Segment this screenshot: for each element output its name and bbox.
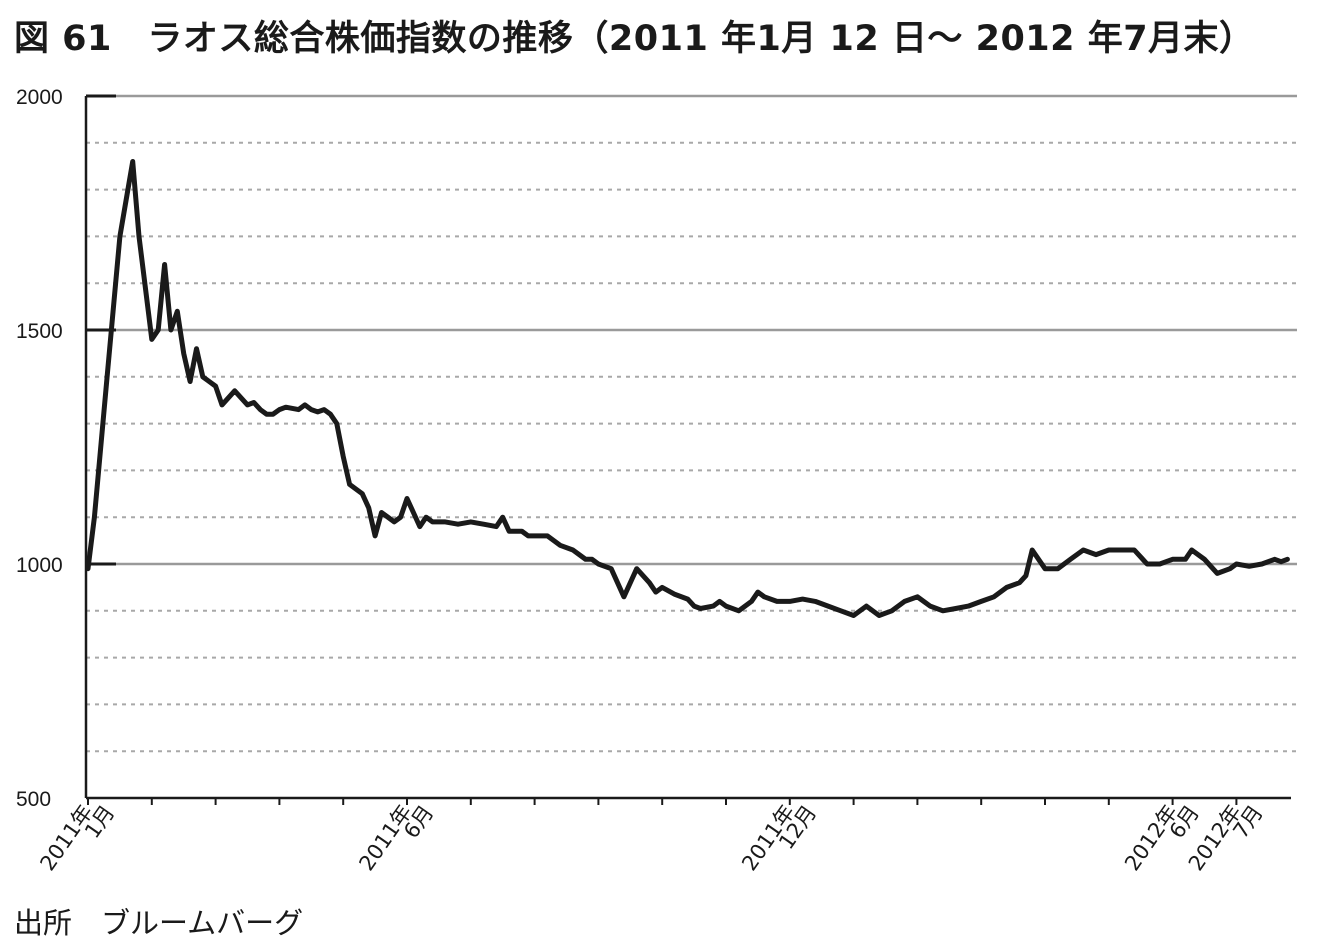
grid-lines bbox=[86, 94, 1297, 753]
y-tick-label: 2000 bbox=[16, 86, 63, 109]
y-tick-label: 500 bbox=[16, 788, 51, 811]
y-tick-label: 1000 bbox=[16, 554, 63, 577]
axes bbox=[84, 96, 1291, 800]
series-group bbox=[85, 159, 1290, 618]
y-tick-label: 1500 bbox=[16, 320, 63, 343]
x-tick-label-year: 2011年 bbox=[35, 800, 97, 875]
x-tick-label-year: 2011年 bbox=[354, 800, 416, 875]
x-tick-label-year: 2012年 bbox=[1120, 800, 1182, 875]
y-axis-ticks: 500 1000 1500 2000 bbox=[16, 86, 116, 811]
source-note: 出所 ブルームバーグ bbox=[14, 906, 304, 940]
series-line bbox=[85, 159, 1290, 618]
chart-title: 図 61 ラオス総合株価指数の推移（2011 年1月 12 日～ 2012 年7… bbox=[14, 19, 1255, 59]
